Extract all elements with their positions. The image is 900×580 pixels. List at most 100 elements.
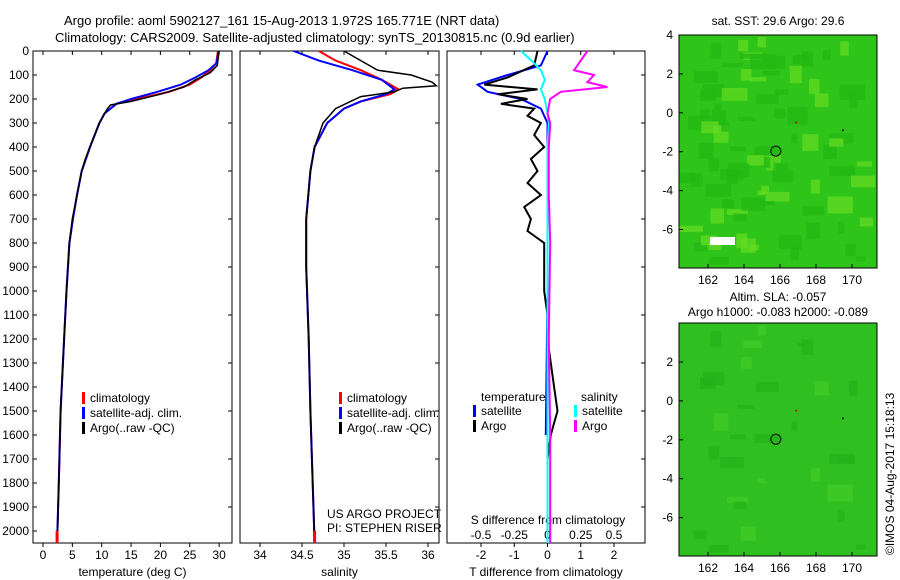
legend-swatch — [82, 422, 85, 434]
y-tick-label: 1900 — [2, 500, 29, 514]
map-patch — [740, 356, 752, 369]
map-patch — [708, 446, 720, 460]
map-patch — [787, 106, 808, 125]
legend-label: Argo — [481, 419, 507, 433]
x-tick-label: 162 — [698, 273, 718, 287]
map-patch — [726, 209, 748, 215]
map-patch — [789, 65, 802, 84]
map-dot — [842, 417, 844, 420]
map-patch — [773, 155, 781, 163]
y-tick-label: 2 — [666, 67, 673, 81]
x2-tick-label: -0.25 — [501, 528, 529, 542]
map-patch — [743, 340, 763, 349]
map-patch — [722, 199, 734, 209]
bottom-marker — [55, 531, 59, 543]
map-patch — [810, 179, 820, 194]
map-patch — [698, 142, 714, 159]
y-tick-label: 600 — [9, 188, 29, 202]
map-patch — [792, 55, 811, 65]
map-patch — [791, 133, 798, 143]
x-tick-label: 168 — [806, 561, 826, 575]
map-patch — [857, 161, 873, 167]
y-tick-label: 700 — [9, 212, 29, 226]
map-patch — [741, 197, 766, 211]
y-tick-label: 2000 — [2, 524, 29, 538]
map-patch — [679, 172, 696, 184]
map-patch — [755, 381, 779, 393]
map-patch — [757, 478, 766, 484]
map-dot — [795, 121, 798, 124]
map-patch — [733, 213, 747, 221]
y-tick-label: 500 — [9, 164, 29, 178]
sla-map-title-2: Argo h1000: -0.083 h2000: -0.089 — [688, 305, 868, 319]
map-patch — [859, 217, 873, 227]
legend-label: satellite-adj. clim. — [90, 406, 182, 420]
x-tick-label: 1 — [577, 548, 584, 562]
map-patch — [733, 501, 747, 509]
y-tick-label: 400 — [9, 140, 29, 154]
x-tick-label: 162 — [698, 561, 718, 575]
y-tick-label: -4 — [662, 472, 673, 486]
argo-position-marker — [770, 433, 782, 445]
map-patch — [761, 185, 770, 194]
map-patch — [679, 225, 704, 233]
map-patch — [754, 434, 780, 443]
map-patch — [848, 380, 858, 396]
title-line-2: Climatology: CARS2009. Satellite-adjuste… — [55, 30, 575, 45]
copyright-text: ©IMOS 04-Aug-2017 15:18:13 — [883, 392, 897, 555]
legend-swatch — [574, 420, 577, 432]
x-tick-label: 25 — [183, 548, 197, 562]
map-patch — [808, 78, 820, 94]
map-patch — [778, 234, 802, 250]
map-patch — [801, 339, 814, 355]
map-patch — [737, 404, 755, 410]
map-patch — [790, 246, 800, 261]
y-tick-label: 1500 — [2, 404, 29, 418]
x-tick-label: 35.5 — [374, 548, 398, 562]
map-patch — [710, 43, 722, 59]
t-diff-argo-line — [484, 50, 559, 543]
x-tick-label: 34 — [253, 548, 267, 562]
title-line-1: Argo profile: aoml 5902127_161 15-Aug-20… — [64, 13, 500, 28]
y-tick-label: 2 — [666, 355, 673, 369]
y-tick-label: -2 — [662, 433, 673, 447]
salinity-line-0 — [305, 50, 401, 544]
legend-label: climatology — [90, 391, 150, 405]
x-tick-label: 30 — [212, 548, 226, 562]
legend-label: Argo(..raw -QC) — [90, 421, 175, 435]
map-patch — [726, 497, 748, 503]
land-mask — [710, 237, 735, 245]
y-tick-label: 0 — [666, 394, 673, 408]
map-patch — [710, 208, 725, 224]
map-patch — [850, 175, 876, 188]
y-tick-label: 1600 — [2, 428, 29, 442]
x-tick-label: 170 — [842, 273, 862, 287]
x-tick-label: 35 — [337, 548, 351, 562]
y-tick-label: -4 — [662, 184, 673, 198]
x-axis-label: T difference from climatology — [469, 565, 623, 579]
y-tick-label: 1800 — [2, 476, 29, 490]
map-patch — [838, 509, 845, 522]
y-tick-label: 900 — [9, 260, 29, 274]
map-patch — [737, 116, 755, 122]
map-patch — [791, 421, 798, 431]
y-tick-label: 1000 — [2, 284, 29, 298]
x-tick-label: -1 — [509, 548, 520, 562]
legend-swatch — [574, 405, 577, 417]
y-tick-label: 0 — [22, 44, 29, 58]
map-patch — [765, 191, 790, 202]
map-patch — [754, 146, 780, 155]
map-patch — [823, 144, 837, 160]
map-patch — [726, 169, 738, 185]
x-tick-label: 10 — [95, 548, 109, 562]
legend-swatch — [339, 392, 342, 404]
map-dot — [795, 409, 798, 412]
legend-label: climatology — [347, 391, 407, 405]
x-tick-label: 34.5 — [290, 548, 314, 562]
map-patch — [840, 41, 849, 56]
x-tick-label: 15 — [124, 548, 138, 562]
legend-swatch — [82, 407, 85, 419]
y-tick-label: 1700 — [2, 452, 29, 466]
y-tick-label: -6 — [662, 223, 673, 237]
